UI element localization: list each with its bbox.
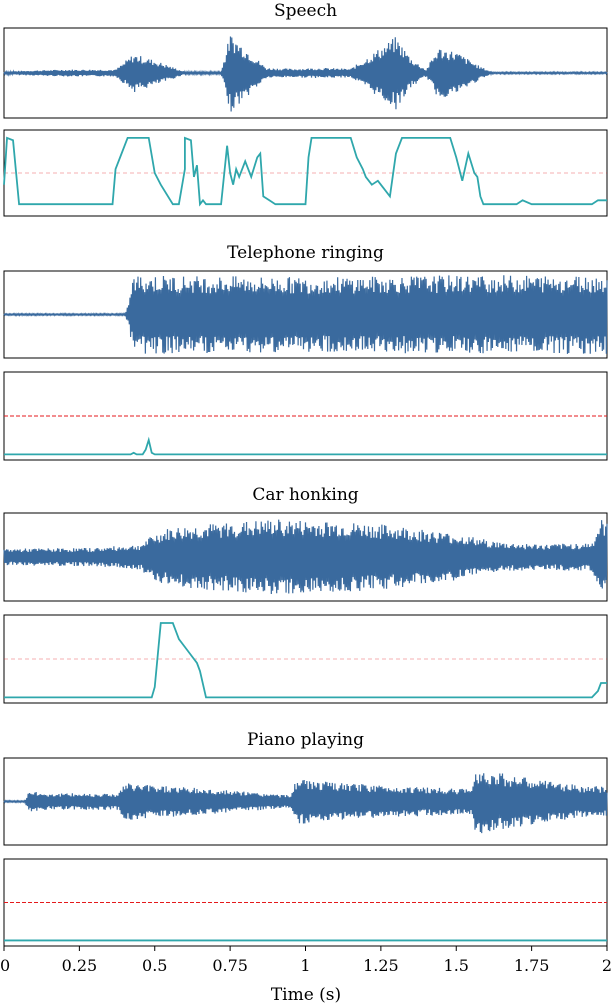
panel-group-4: Piano playing [3, 730, 608, 947]
waveform-trace [3, 773, 608, 834]
panel-title: Piano playing [247, 730, 364, 750]
x-tick-label: 1.5 [444, 956, 469, 975]
x-axis: 0 0.25 0.5 0.75 1 1.25 1.5 1.75 2 [0, 946, 612, 975]
x-tick-label: 1.25 [363, 956, 399, 975]
score-axes [3, 614, 608, 704]
score-curve [4, 436, 607, 456]
x-tick-label: 2 [602, 956, 612, 975]
panel-group-2: Telephone ringing [3, 243, 608, 461]
score-curve [3, 136, 607, 207]
x-tick-label: 0.25 [62, 956, 98, 975]
x-tick-label: 0.5 [142, 956, 167, 975]
waveform-trace [3, 519, 608, 595]
panel-title: Telephone ringing [227, 243, 384, 263]
x-tick-label: 1.75 [514, 956, 550, 975]
x-tick-label: 0 [0, 956, 10, 975]
x-tick-label: 0.75 [212, 956, 248, 975]
panel-group-3: Car honking [3, 485, 608, 704]
x-tick-label: 1 [300, 956, 310, 975]
panels-group: Speech Telephone ringing Car honking Piano … [3, 1, 608, 947]
panel-title: Speech [274, 1, 337, 21]
score-curve [4, 622, 607, 699]
panel-title: Car honking [252, 485, 358, 505]
panel-group-1: Speech [3, 1, 608, 217]
x-axis-label: Time (s) [271, 985, 341, 1004]
waveform-trace [3, 275, 608, 354]
waveform-trace [3, 36, 608, 112]
